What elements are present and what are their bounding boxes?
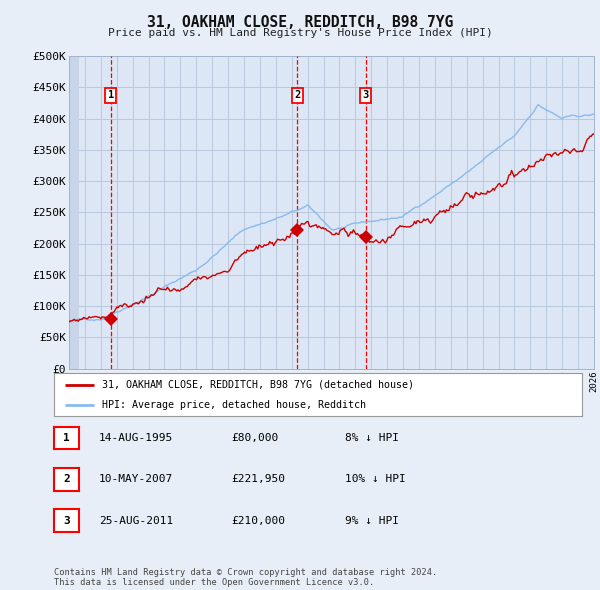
Text: 1: 1 bbox=[107, 90, 114, 100]
Text: £210,000: £210,000 bbox=[231, 516, 285, 526]
Text: 9% ↓ HPI: 9% ↓ HPI bbox=[345, 516, 399, 526]
Text: Contains HM Land Registry data © Crown copyright and database right 2024.
This d: Contains HM Land Registry data © Crown c… bbox=[54, 568, 437, 587]
Text: 31, OAKHAM CLOSE, REDDITCH, B98 7YG: 31, OAKHAM CLOSE, REDDITCH, B98 7YG bbox=[147, 15, 453, 30]
Text: Price paid vs. HM Land Registry's House Price Index (HPI): Price paid vs. HM Land Registry's House … bbox=[107, 28, 493, 38]
Text: 2: 2 bbox=[63, 474, 70, 484]
Text: 2: 2 bbox=[295, 90, 301, 100]
Text: 25-AUG-2011: 25-AUG-2011 bbox=[99, 516, 173, 526]
Text: 10-MAY-2007: 10-MAY-2007 bbox=[99, 474, 173, 484]
Text: 31, OAKHAM CLOSE, REDDITCH, B98 7YG (detached house): 31, OAKHAM CLOSE, REDDITCH, B98 7YG (det… bbox=[101, 380, 413, 390]
Text: 14-AUG-1995: 14-AUG-1995 bbox=[99, 433, 173, 443]
Text: HPI: Average price, detached house, Redditch: HPI: Average price, detached house, Redd… bbox=[101, 401, 365, 410]
Text: 10% ↓ HPI: 10% ↓ HPI bbox=[345, 474, 406, 484]
Bar bbox=[69, 56, 79, 369]
Text: 3: 3 bbox=[63, 516, 70, 526]
Text: 8% ↓ HPI: 8% ↓ HPI bbox=[345, 433, 399, 443]
Text: 3: 3 bbox=[362, 90, 369, 100]
Text: 1: 1 bbox=[63, 433, 70, 443]
Text: £80,000: £80,000 bbox=[231, 433, 278, 443]
Text: £221,950: £221,950 bbox=[231, 474, 285, 484]
